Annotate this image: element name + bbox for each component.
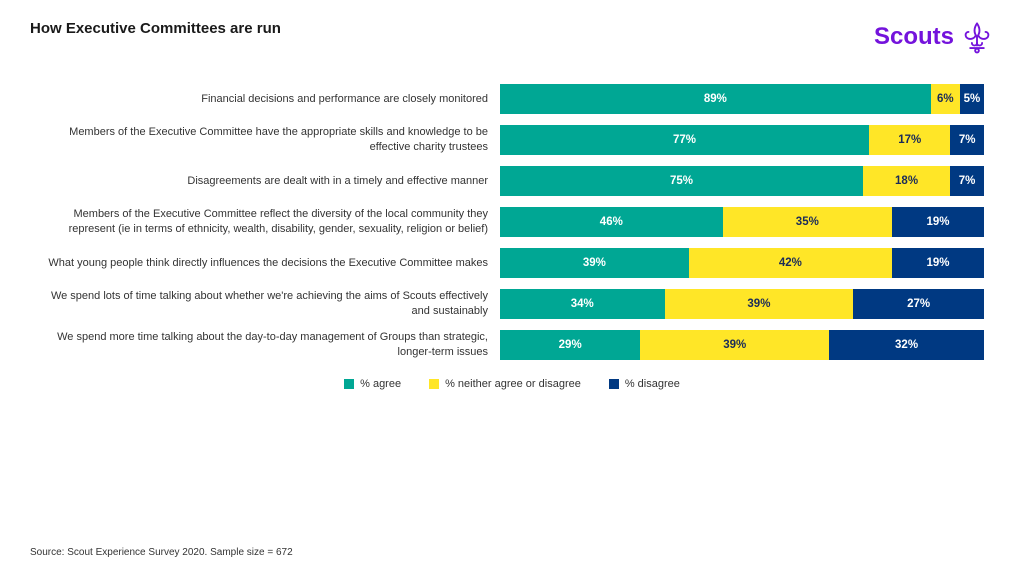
chart-area: Financial decisions and performance are … [0,64,1024,400]
chart-row: We spend more time talking about the day… [40,330,984,360]
bar-segment-neither: 39% [665,289,854,319]
brand-logo: Scouts [874,20,994,54]
legend-swatch [344,379,354,389]
row-label: Members of the Executive Committee have … [40,125,500,155]
bar-segment-disagree: 5% [960,84,984,114]
legend-label: % agree [360,378,401,390]
bar-segment-neither: 42% [689,248,892,278]
row-label: What young people think directly influen… [40,256,500,271]
bar-segment-agree: 46% [500,207,723,237]
bar-segment-neither: 39% [640,330,829,360]
fleur-de-lis-icon [960,20,994,54]
bar-segment-agree: 89% [500,84,931,114]
chart-row: Disagreements are dealt with in a timely… [40,166,984,196]
stacked-bar: 75%18%7% [500,166,984,196]
header: How Executive Committees are run Scouts [0,0,1024,64]
bar-segment-neither: 18% [863,166,950,196]
stacked-bar: 77%17%7% [500,125,984,155]
legend-item-agree: % agree [344,378,401,390]
source-note: Source: Scout Experience Survey 2020. Sa… [30,547,293,558]
bar-segment-disagree: 32% [829,330,984,360]
bar-segment-agree: 77% [500,125,869,155]
legend-item-disagree: % disagree [609,378,680,390]
row-label: Financial decisions and performance are … [40,92,500,107]
legend-swatch [609,379,619,389]
bar-segment-disagree: 7% [950,125,984,155]
bar-segment-agree: 39% [500,248,689,278]
bar-segment-disagree: 19% [892,207,984,237]
chart-row: Members of the Executive Committee refle… [40,207,984,237]
stacked-bar: 34%39%27% [500,289,984,319]
stacked-bar: 29%39%32% [500,330,984,360]
stacked-bar: 89%6%5% [500,84,984,114]
stacked-bar: 46%35%19% [500,207,984,237]
row-label: We spend lots of time talking about whet… [40,289,500,319]
page-title: How Executive Committees are run [30,20,281,37]
legend-swatch [429,379,439,389]
bar-segment-disagree: 7% [950,166,984,196]
brand-text: Scouts [874,23,954,51]
chart-row: Members of the Executive Committee have … [40,125,984,155]
legend-label: % neither agree or disagree [445,378,581,390]
chart-row: Financial decisions and performance are … [40,84,984,114]
stacked-bar: 39%42%19% [500,248,984,278]
row-label: Disagreements are dealt with in a timely… [40,174,500,189]
legend: % agree % neither agree or disagree % disa… [40,378,984,390]
bar-segment-neither: 17% [869,125,950,155]
row-label: Members of the Executive Committee refle… [40,207,500,237]
bar-segment-agree: 75% [500,166,863,196]
chart-row: We spend lots of time talking about whet… [40,289,984,319]
legend-label: % disagree [625,378,680,390]
bar-segment-disagree: 19% [892,248,984,278]
legend-item-neither: % neither agree or disagree [429,378,581,390]
chart-row: What young people think directly influen… [40,248,984,278]
bar-segment-neither: 35% [723,207,892,237]
bar-segment-disagree: 27% [853,289,984,319]
bar-segment-agree: 34% [500,289,665,319]
bar-segment-agree: 29% [500,330,640,360]
bar-segment-neither: 6% [931,84,960,114]
chart-rows: Financial decisions and performance are … [40,84,984,360]
row-label: We spend more time talking about the day… [40,330,500,360]
